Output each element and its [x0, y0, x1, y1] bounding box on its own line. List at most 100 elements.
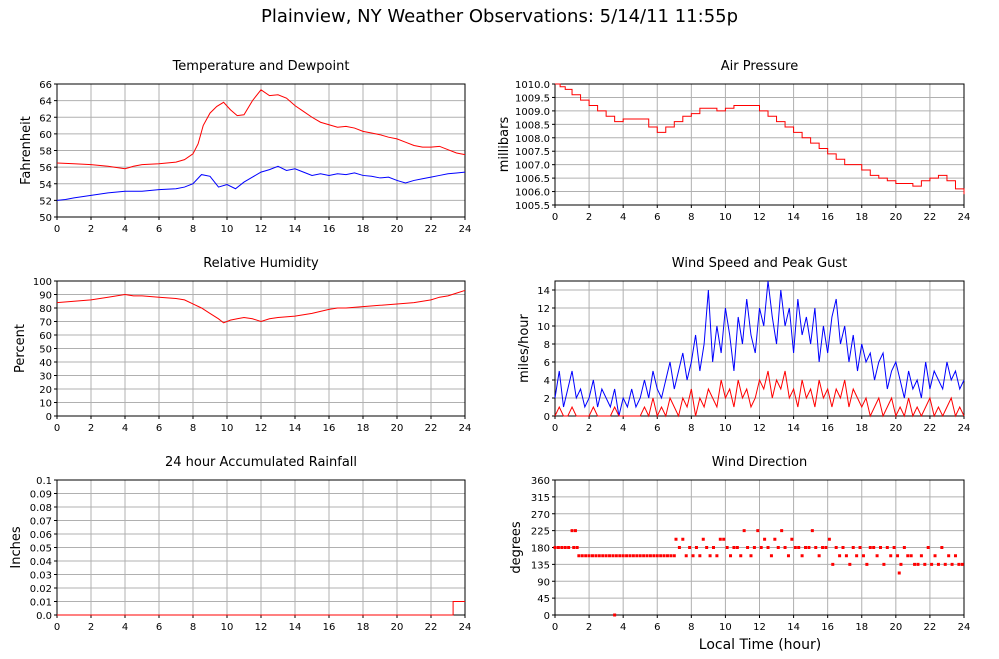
wind-series-0-line	[554, 280, 965, 417]
rain-series-0-line	[57, 601, 465, 616]
pressure-x-tick-label: 18	[855, 212, 868, 223]
direction-point	[570, 529, 574, 533]
direction-point	[611, 554, 615, 558]
direction-point	[827, 537, 831, 541]
direction-point	[909, 554, 913, 558]
direction-point	[763, 537, 767, 541]
direction-point	[896, 554, 900, 558]
direction-point	[841, 546, 845, 549]
direction-point	[766, 546, 770, 549]
direction-point	[587, 554, 591, 558]
direction-point	[834, 546, 838, 549]
rain-y-tick-label: 0.03	[30, 571, 52, 582]
direction-point	[889, 554, 893, 558]
direction-point	[708, 554, 712, 558]
direction-x-tick-label: 2	[586, 622, 592, 633]
humidity-y-tick-label: 0	[46, 412, 52, 423]
direction-point	[868, 546, 872, 549]
pressure-x-tick-label: 24	[958, 212, 971, 223]
direction-point	[725, 546, 729, 549]
direction-x-tick-label: 10	[719, 622, 732, 633]
direction-point	[800, 554, 804, 558]
pressure-y-tick-label: 1009.0	[515, 107, 550, 118]
temp-x-tick-label: 4	[122, 224, 128, 235]
direction-x-tick-label: 4	[620, 622, 626, 633]
direction-point	[892, 546, 896, 549]
temp-y-tick-label: 60	[39, 130, 52, 141]
direction-point	[783, 546, 787, 549]
humidity-x-tick-label: 10	[221, 423, 234, 434]
pressure-x-tick-label: 14	[787, 212, 800, 223]
direction-point	[940, 546, 944, 549]
wind-y-tick-label: 0	[544, 412, 550, 423]
direction-x-tick-label: 8	[688, 622, 694, 633]
direction-point	[746, 546, 750, 549]
direction-point	[597, 554, 601, 558]
direction-point	[669, 554, 673, 558]
direction-point	[577, 554, 581, 558]
direction-point	[902, 546, 906, 549]
temp-y-tick-label: 62	[39, 113, 52, 124]
direction-point	[594, 554, 598, 558]
direction-point	[590, 554, 594, 558]
wind-x-tick-label: 10	[719, 423, 732, 434]
direction-point	[718, 537, 722, 541]
pressure-x-tick-label: 10	[719, 212, 732, 223]
pressure-x-tick-label: 6	[654, 212, 660, 223]
direction-point	[601, 554, 605, 558]
direction-point	[625, 554, 629, 558]
direction-point	[858, 546, 862, 549]
temp-series-0-line	[56, 89, 466, 170]
rain-x-tick-label: 2	[88, 622, 94, 633]
wind-x-tick-label: 18	[855, 423, 868, 434]
humidity-chart-title: Relative Humidity	[203, 256, 319, 271]
pressure-chart-title: Air Pressure	[721, 59, 799, 74]
pressure-y-tick-label: 1005.5	[515, 201, 550, 212]
rain-x-tick-label: 10	[221, 622, 234, 633]
temp-x-tick-label: 16	[323, 224, 336, 235]
direction-point	[665, 554, 669, 558]
temp-y-tick-label: 64	[39, 97, 52, 108]
direction-point	[756, 529, 760, 533]
direction-point	[797, 546, 801, 549]
rain-x-tick-label: 18	[357, 622, 370, 633]
pressure-y-tick-label: 1007.5	[515, 147, 550, 158]
wind-y-tick-label: 6	[544, 358, 550, 369]
direction-point	[698, 554, 702, 558]
direction-point	[848, 562, 852, 566]
temp-y-tick-label: 50	[39, 213, 52, 224]
direction-point	[681, 537, 685, 541]
rain-y-tick-label: 0.05	[30, 544, 52, 555]
rain-y-tick-label: 0.1	[36, 476, 52, 487]
direction-point	[831, 562, 835, 566]
temp-y-tick-label: 66	[39, 80, 52, 91]
wind-chart-title: Wind Speed and Peak Gust	[672, 256, 847, 271]
humidity-y-tick-label: 40	[39, 358, 52, 369]
direction-point	[810, 529, 814, 533]
humidity-y-axis-label: Percent	[13, 324, 28, 373]
wind-x-tick-label: 20	[889, 423, 902, 434]
direction-point	[821, 546, 825, 549]
wind-series-1-line	[554, 370, 965, 418]
direction-point	[861, 554, 865, 558]
direction-point	[960, 562, 964, 566]
direction-point	[648, 554, 652, 558]
direction-point	[573, 529, 577, 533]
direction-point	[674, 537, 678, 541]
rain-y-tick-label: 0.09	[30, 490, 52, 501]
temp-y-tick-label: 54	[39, 180, 52, 191]
rain-x-tick-label: 16	[323, 622, 336, 633]
wind-y-tick-label: 12	[537, 304, 550, 315]
direction-point	[851, 546, 855, 549]
humidity-x-tick-label: 6	[156, 423, 162, 434]
direction-point	[786, 554, 790, 558]
direction-point	[752, 546, 756, 549]
direction-point	[838, 554, 842, 558]
direction-point	[933, 554, 937, 558]
pressure-x-tick-label: 22	[924, 212, 937, 223]
pressure-x-tick-label: 8	[688, 212, 694, 223]
